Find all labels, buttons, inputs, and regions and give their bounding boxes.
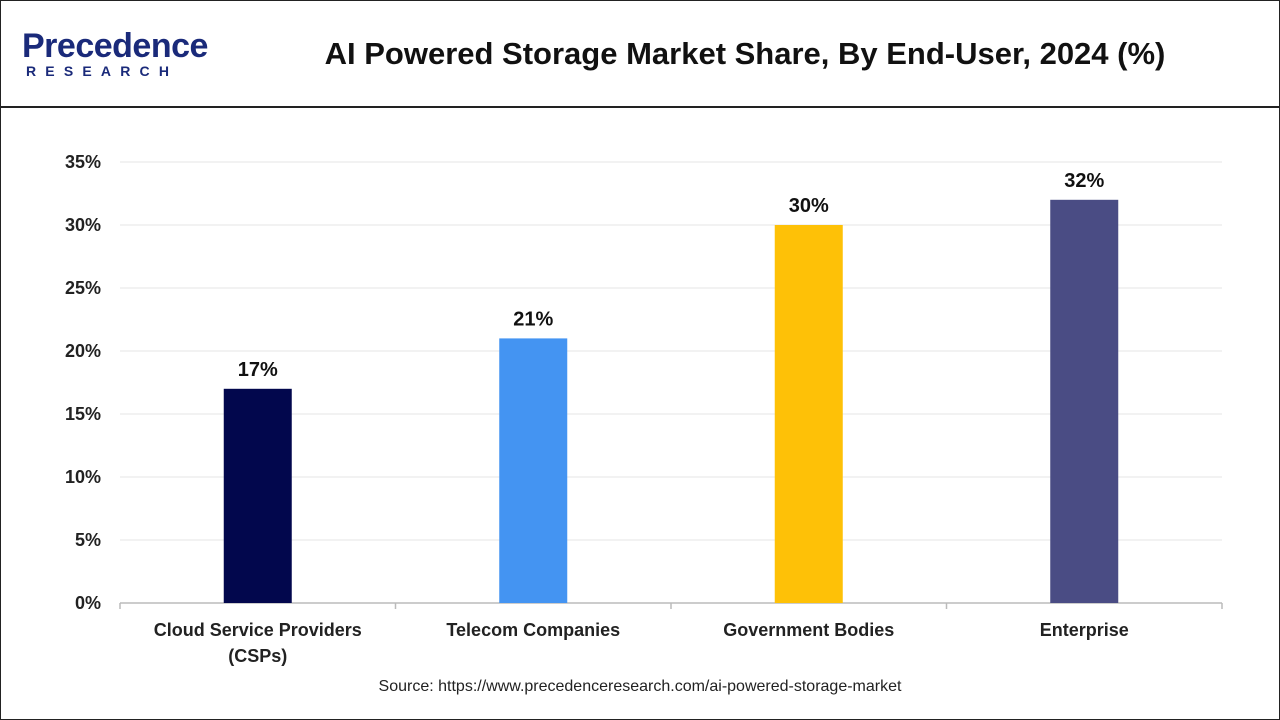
precedence-research-logo: Precedence RESEARCH bbox=[22, 28, 222, 84]
data-label: 32% bbox=[1064, 170, 1104, 192]
y-tick-label: 25% bbox=[65, 278, 101, 298]
logo-wordmark: Precedence bbox=[22, 27, 208, 65]
x-category-label: (CSPs) bbox=[228, 646, 287, 666]
chart-title: AI Powered Storage Market Share, By End-… bbox=[324, 36, 1166, 71]
data-label: 21% bbox=[513, 308, 553, 330]
x-category-label: Enterprise bbox=[1040, 620, 1129, 640]
x-category-label: Cloud Service Providers bbox=[154, 620, 362, 640]
bar bbox=[223, 388, 292, 603]
logo-subtitle: RESEARCH bbox=[26, 63, 179, 79]
y-tick-label: 0% bbox=[75, 593, 101, 613]
header: Precedence RESEARCH AI Powered Storage M… bbox=[0, 0, 1280, 108]
x-category-label: Government Bodies bbox=[723, 620, 894, 640]
bar bbox=[499, 338, 568, 603]
y-tick-label: 15% bbox=[65, 404, 101, 424]
source-note: Source: https://www.precedenceresearch.c… bbox=[378, 678, 902, 695]
x-category-label: Telecom Companies bbox=[446, 620, 620, 640]
data-label: 17% bbox=[238, 359, 278, 381]
y-tick-label: 35% bbox=[65, 152, 101, 172]
bar bbox=[774, 225, 843, 603]
data-label: 30% bbox=[789, 195, 829, 217]
y-tick-label: 20% bbox=[65, 341, 101, 361]
y-tick-label: 30% bbox=[65, 215, 101, 235]
y-tick-label: 10% bbox=[65, 467, 101, 487]
bar-chart: 0% 5% 10% 15% 20% 25% 30% 35% 17% Cloud Service P… bbox=[65, 152, 1223, 666]
bar bbox=[1050, 199, 1119, 604]
y-tick-label: 5% bbox=[75, 530, 101, 550]
